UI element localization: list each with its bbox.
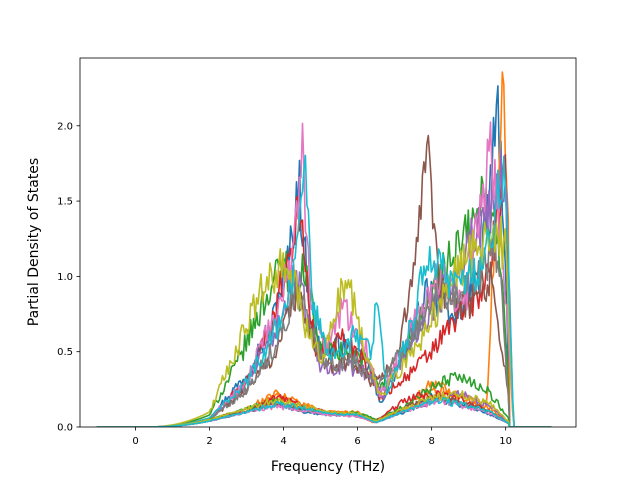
y-tick-label: 0.0 xyxy=(57,423,73,434)
y-tick-label: 2.0 xyxy=(57,121,73,132)
x-tick-label: 8 xyxy=(428,436,434,447)
x-axis: 0 2 4 6 8 10 xyxy=(132,427,512,447)
x-axis-label: Frequency (THz) xyxy=(271,459,385,475)
y-axis: 0.0 0.5 1.0 1.5 2.0 xyxy=(57,121,80,434)
x-tick-label: 0 xyxy=(132,436,138,447)
plot-frame xyxy=(79,57,577,428)
series-line xyxy=(96,397,552,427)
series-line xyxy=(96,215,552,427)
y-tick-label: 1.5 xyxy=(57,197,73,208)
x-tick-label: 10 xyxy=(499,436,512,447)
x-tick-label: 6 xyxy=(354,436,360,447)
y-tick-label: 1.0 xyxy=(57,272,73,283)
series-layer xyxy=(96,71,552,427)
x-tick-label: 4 xyxy=(280,436,286,447)
x-tick-label: 2 xyxy=(206,436,212,447)
y-axis-label: Partial Density of States xyxy=(26,158,42,326)
y-tick-label: 0.5 xyxy=(57,347,73,358)
